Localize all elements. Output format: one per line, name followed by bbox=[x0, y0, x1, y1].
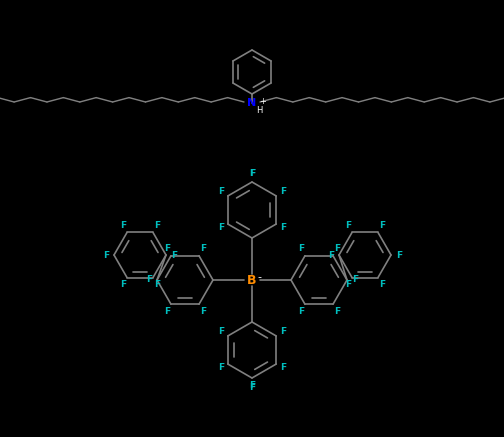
Text: F: F bbox=[280, 364, 286, 372]
Text: -: - bbox=[257, 272, 261, 282]
Text: F: F bbox=[120, 221, 126, 230]
Text: F: F bbox=[379, 221, 385, 230]
Text: F: F bbox=[218, 187, 224, 197]
Text: H: H bbox=[256, 106, 263, 115]
Text: F: F bbox=[218, 223, 224, 232]
Text: F: F bbox=[103, 250, 109, 260]
Text: F: F bbox=[280, 187, 286, 197]
Text: F: F bbox=[328, 250, 334, 260]
Text: F: F bbox=[154, 280, 160, 289]
Text: F: F bbox=[334, 307, 340, 316]
Text: F: F bbox=[146, 275, 152, 284]
Text: F: F bbox=[334, 244, 340, 253]
Text: F: F bbox=[218, 364, 224, 372]
Text: F: F bbox=[164, 307, 170, 316]
Text: F: F bbox=[345, 280, 351, 289]
Text: F: F bbox=[249, 382, 255, 392]
Text: F: F bbox=[298, 307, 304, 316]
Text: F: F bbox=[280, 223, 286, 232]
Text: F: F bbox=[345, 221, 351, 230]
Text: F: F bbox=[120, 280, 126, 289]
Text: F: F bbox=[352, 275, 358, 284]
Text: F: F bbox=[249, 169, 255, 177]
Text: +: + bbox=[259, 97, 266, 105]
Text: F: F bbox=[379, 280, 385, 289]
Text: F: F bbox=[218, 327, 224, 336]
Text: F: F bbox=[249, 170, 255, 178]
Text: F: F bbox=[249, 382, 255, 391]
Text: F: F bbox=[298, 244, 304, 253]
Text: F: F bbox=[200, 244, 206, 253]
Text: F: F bbox=[200, 307, 206, 316]
Text: F: F bbox=[280, 327, 286, 336]
Text: F: F bbox=[164, 244, 170, 253]
Text: F: F bbox=[154, 221, 160, 230]
Text: B: B bbox=[247, 274, 257, 287]
Text: F: F bbox=[396, 250, 402, 260]
Text: N: N bbox=[247, 98, 257, 108]
Text: F: F bbox=[171, 250, 177, 260]
